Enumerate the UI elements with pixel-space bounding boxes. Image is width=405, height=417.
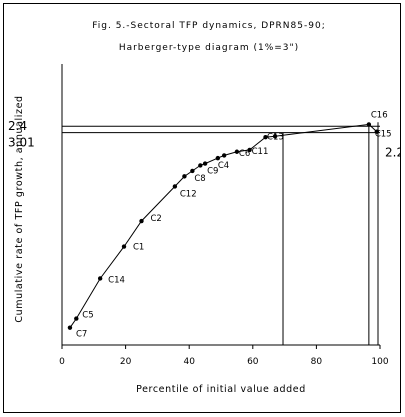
x-tick-label: 40 bbox=[183, 357, 195, 367]
data-point-label: C6 bbox=[239, 149, 250, 159]
chart-svg: Fig. 5.-Sectoral TFP dynamics, DPRN85-90… bbox=[8, 21, 404, 395]
data-point-label: C2 bbox=[151, 214, 162, 224]
reference-value-label: 2.2 bbox=[385, 146, 400, 160]
chart-subtitle: Harberger-type diagram (1%=3") bbox=[119, 43, 299, 53]
x-tick-label: 0 bbox=[59, 357, 65, 367]
x-axis-label: Percentile of initial value added bbox=[136, 384, 306, 395]
data-point bbox=[74, 316, 79, 321]
data-point bbox=[272, 134, 278, 139]
x-tick-label: 80 bbox=[311, 357, 323, 367]
data-point-label: C13 bbox=[267, 132, 284, 142]
data-point bbox=[198, 163, 203, 168]
data-point-label: C9 bbox=[207, 167, 218, 177]
data-point bbox=[263, 134, 268, 140]
y-axis-label: Cumulative rate of TFP growth, annualize… bbox=[14, 95, 25, 322]
data-point bbox=[247, 147, 252, 153]
data-point-label: C12 bbox=[180, 189, 197, 199]
data-point-label: C4 bbox=[218, 161, 229, 171]
plot-area: 0 20 40 60 80 100 2.4 3.01 2.2 C7 C5 C14 C1 C2 C12 C8C9… bbox=[8, 64, 404, 367]
x-tick-label: 100 bbox=[371, 357, 388, 367]
data-point-label: C7 bbox=[76, 330, 87, 340]
data-point-label: C16 bbox=[371, 110, 388, 120]
data-point-label: C1 bbox=[133, 243, 144, 253]
data-point bbox=[374, 129, 380, 134]
data-point-label: C8 bbox=[194, 174, 205, 184]
data-point bbox=[139, 218, 144, 224]
data-point bbox=[234, 149, 240, 154]
data-point-label: C15 bbox=[375, 130, 392, 140]
data-point bbox=[182, 174, 187, 179]
x-tick-label: 20 bbox=[120, 357, 132, 367]
data-point bbox=[215, 155, 221, 161]
data-point bbox=[366, 122, 372, 127]
reference-value-label: 3.01 bbox=[8, 136, 35, 150]
data-point bbox=[172, 184, 178, 189]
reference-value-label: 2.4 bbox=[8, 119, 27, 133]
data-point bbox=[67, 325, 73, 330]
chart-frame: Fig. 5.-Sectoral TFP dynamics, DPRN85-90… bbox=[3, 3, 404, 413]
data-point bbox=[202, 161, 208, 166]
data-point-label: C5 bbox=[82, 311, 93, 321]
data-point bbox=[190, 168, 195, 174]
data-point-label: C11 bbox=[252, 147, 269, 157]
chart-title: Fig. 5.-Sectoral TFP dynamics, DPRN85-90… bbox=[92, 21, 325, 31]
data-point bbox=[121, 244, 127, 249]
data-point-label: C14 bbox=[108, 275, 125, 285]
x-tick-label: 60 bbox=[247, 357, 259, 367]
data-point bbox=[221, 153, 227, 158]
data-point bbox=[97, 276, 103, 281]
